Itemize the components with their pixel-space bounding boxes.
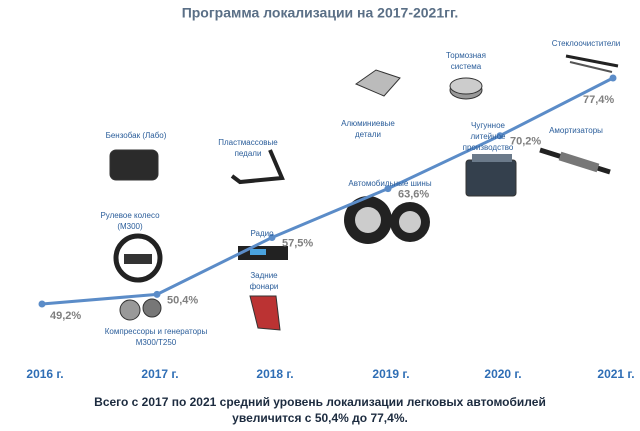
fuel-tank-icon bbox=[109, 149, 159, 181]
point bbox=[384, 185, 392, 193]
annotation: Чугунное bbox=[471, 121, 506, 130]
engine-block-icon bbox=[465, 154, 517, 197]
annotation: литейное bbox=[471, 132, 506, 141]
footer: Всего с 2017 по 2021 средний уровень лок… bbox=[94, 395, 546, 409]
annotation: педали bbox=[235, 149, 262, 158]
wiper-icon bbox=[565, 54, 619, 73]
x-tick-label: 2021 г. bbox=[597, 367, 634, 381]
aluminium-part-icon bbox=[354, 69, 401, 97]
tires-icon bbox=[344, 196, 430, 244]
annotation: Амортизаторы bbox=[549, 126, 603, 135]
footer: увеличится с 50,4% до 77,4%. bbox=[232, 411, 408, 425]
annotation: М300/Т250 bbox=[136, 338, 177, 347]
annotation: производство bbox=[463, 143, 514, 152]
alternator-icon bbox=[119, 298, 162, 321]
x-tick-label: 2017 г. bbox=[141, 367, 178, 381]
value-label: 49,2% bbox=[50, 310, 81, 322]
annotation: Автомобильные шины bbox=[348, 179, 431, 188]
shock-absorber-icon bbox=[539, 147, 611, 175]
annotation: Пластмассовые bbox=[218, 138, 278, 147]
value-label: 50,4% bbox=[167, 294, 198, 306]
annotation: Задние bbox=[250, 271, 278, 280]
point bbox=[496, 132, 504, 140]
annotation: Тормозная bbox=[446, 51, 486, 60]
steering-wheel-icon bbox=[113, 233, 163, 283]
x-tick-label: 2019 г. bbox=[372, 367, 409, 381]
annotation: фонари bbox=[250, 282, 279, 291]
pedals-icon bbox=[230, 149, 285, 185]
annotation: (М300) bbox=[117, 222, 143, 231]
annotation: Алюминиевые bbox=[341, 119, 395, 128]
annotation: Компрессоры и генераторы bbox=[105, 327, 208, 336]
x-tick-label: 2016 г. bbox=[26, 367, 63, 381]
annotation: детали bbox=[355, 130, 381, 139]
annotation: Радио bbox=[250, 229, 274, 238]
value-label: 77,4% bbox=[583, 94, 614, 106]
tail-light-icon bbox=[249, 295, 281, 331]
line bbox=[41, 76, 614, 306]
x-tick-label: 2018 г. bbox=[256, 367, 293, 381]
radio-icon bbox=[238, 246, 288, 260]
value-label: 70,2% bbox=[510, 136, 541, 148]
annotation: Стеклоочистители bbox=[552, 39, 621, 48]
chart-title: Программа локализации на 2017-2021гг. bbox=[182, 5, 459, 21]
annotation: Рулевое колесо bbox=[100, 211, 160, 220]
annotation: Бензобак (Лабо) bbox=[106, 131, 167, 140]
value-label: 57,5% bbox=[282, 237, 313, 249]
point bbox=[268, 233, 276, 241]
brake-drum-icon bbox=[449, 77, 483, 100]
point bbox=[153, 290, 161, 298]
icons bbox=[109, 54, 619, 331]
annotation: система bbox=[451, 62, 482, 71]
point bbox=[38, 300, 46, 308]
value-label: 63,6% bbox=[398, 189, 429, 201]
x-tick-label: 2020 г. bbox=[484, 367, 521, 381]
point bbox=[609, 74, 617, 82]
